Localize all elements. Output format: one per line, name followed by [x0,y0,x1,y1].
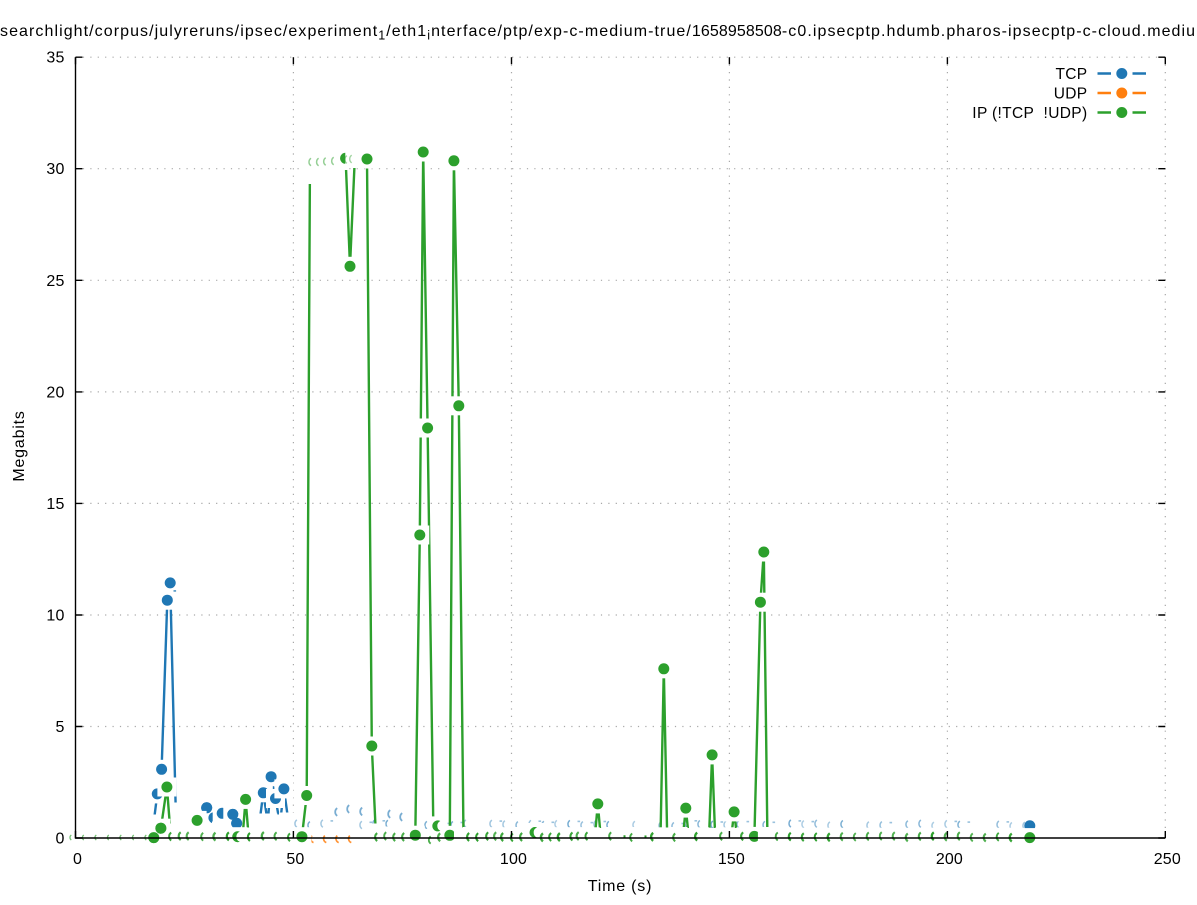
svg-text:100: 100 [500,851,527,868]
svg-text:35: 35 [46,50,64,67]
svg-text:20: 20 [46,384,64,401]
svg-text:25: 25 [46,273,64,290]
svg-text:TCP: TCP [1055,66,1087,83]
svg-text:10: 10 [46,608,64,625]
svg-text:5: 5 [55,719,64,736]
svg-text:searchlight/corpus/julyreruns/: searchlight/corpus/julyreruns/ipsec/expe… [0,23,1197,43]
svg-text:150: 150 [718,851,745,868]
svg-text:Megabits: Megabits [11,410,28,481]
svg-text:0: 0 [55,831,64,848]
svg-text:Time (s): Time (s) [588,878,652,895]
svg-text:30: 30 [46,161,64,178]
svg-text:200: 200 [936,851,963,868]
svg-text:0: 0 [73,851,82,868]
svg-text:UDP: UDP [1054,85,1088,102]
svg-text:IP (!TCP !UDP): IP (!TCP !UDP) [972,105,1087,122]
svg-text:250: 250 [1154,851,1181,868]
svg-text:15: 15 [46,496,64,513]
svg-text:50: 50 [286,851,304,868]
